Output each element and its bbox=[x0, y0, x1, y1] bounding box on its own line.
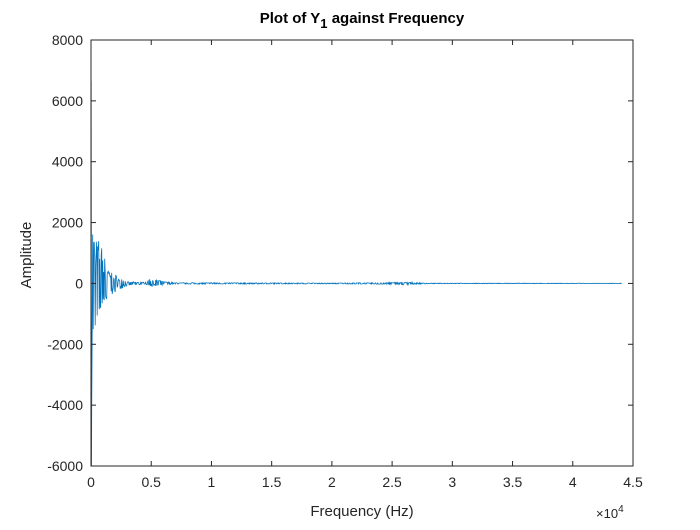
x-tick-label: 0 bbox=[87, 474, 95, 490]
y-tick-label: 8000 bbox=[52, 32, 83, 48]
axis-ticks: 0 0.5 1 1.5 2 2.5 3 3.5 4 4.5 -6000 -4000 -2000 0 2000… bbox=[47, 32, 643, 490]
y-tick-label: -4000 bbox=[47, 397, 83, 413]
plot-frame bbox=[90, 39, 634, 467]
chart-title: Plot of Y1 against Frequency bbox=[260, 10, 465, 31]
series-line bbox=[90, 81, 622, 467]
x-tick-label: 0.5 bbox=[141, 474, 161, 490]
y-tick-label: -2000 bbox=[47, 336, 83, 352]
plot-area bbox=[90, 81, 622, 467]
title-prefix: Plot of Y bbox=[260, 10, 321, 27]
x-tick-label: 2.5 bbox=[382, 474, 402, 490]
y-tick-label: -6000 bbox=[47, 458, 83, 474]
y-tick-label: 4000 bbox=[52, 154, 83, 170]
x-tick-label: 3 bbox=[448, 474, 456, 490]
x-tick-label: 2 bbox=[328, 474, 336, 490]
y-tick-label: 2000 bbox=[52, 215, 83, 231]
x-exponent-power: 4 bbox=[618, 504, 624, 515]
x-tick-label: 4.5 bbox=[623, 474, 643, 490]
x-axis-label: Frequency (Hz) bbox=[310, 503, 413, 520]
x-tick-label: 4 bbox=[569, 474, 577, 490]
y-tick-label: 0 bbox=[75, 275, 83, 291]
x-tick-label: 1.5 bbox=[262, 474, 282, 490]
y-tick-label: 6000 bbox=[52, 93, 83, 109]
x-tick-label: 1 bbox=[208, 474, 216, 490]
y-axis-label: Amplitude bbox=[18, 222, 35, 289]
x-exponent-base: ×10 bbox=[596, 506, 618, 521]
title-subscript: 1 bbox=[320, 16, 327, 31]
title-suffix: against Frequency bbox=[328, 10, 465, 27]
x-axis-exponent: ×104 bbox=[596, 504, 624, 521]
x-tick-label: 3.5 bbox=[503, 474, 523, 490]
